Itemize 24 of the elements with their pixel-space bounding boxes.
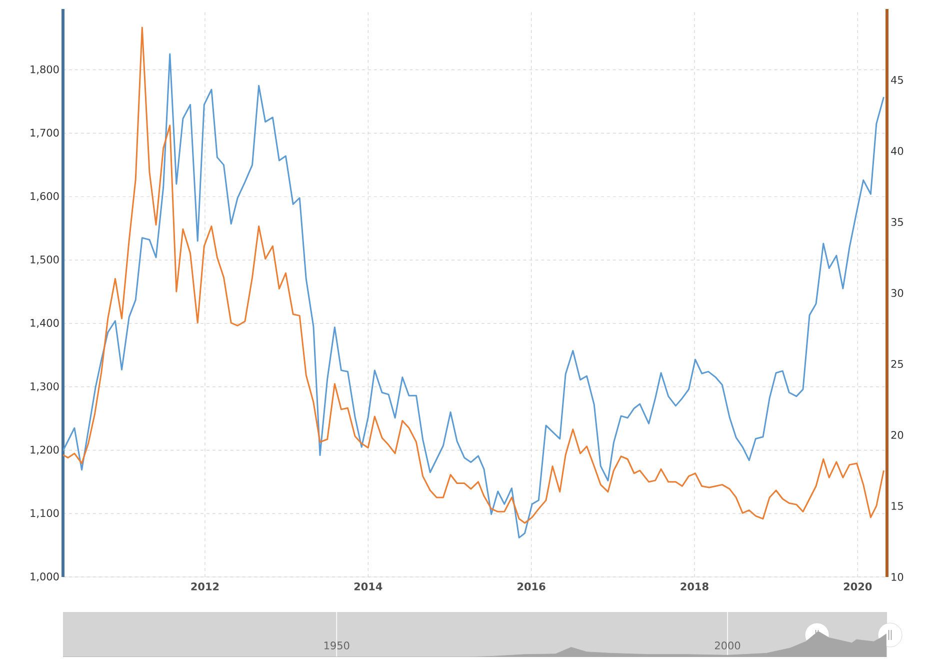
- y2-tick-label: 25: [891, 360, 903, 368]
- y2-tick-label: 30: [891, 289, 904, 297]
- x-tick-label: 1950: [324, 642, 350, 650]
- y2-tick-label: 15: [892, 502, 903, 510]
- y2-tick-label: 45: [891, 76, 903, 84]
- y-tick-label: 1,500: [30, 256, 59, 265]
- y-tick-label: 1,100: [30, 509, 59, 518]
- y-tick-label: 1,300: [30, 382, 59, 392]
- x-tick-label: 2016: [518, 582, 546, 590]
- y-tick-label: 1,200: [30, 446, 59, 455]
- x-tick-label: 2000: [714, 642, 740, 650]
- y-tick-label: 1,700: [30, 128, 59, 138]
- y2-tick-label: 35: [891, 218, 903, 226]
- y-tick-label: 1,600: [30, 192, 59, 202]
- y2-tick-label: 10: [892, 573, 904, 581]
- y2-tick-label: 20: [891, 431, 904, 439]
- y-tick-label: 1,400: [30, 318, 59, 328]
- x-tick-label: 2020: [844, 582, 872, 590]
- y-tick-label: 1,800: [30, 65, 59, 74]
- x-tick-label: 2012: [191, 582, 219, 590]
- x-tick-label: 2018: [680, 582, 708, 590]
- y2-tick-label: 40: [891, 147, 904, 155]
- y-tick-label: 1,000: [30, 572, 59, 582]
- x-tick-label: 2014: [354, 582, 382, 590]
